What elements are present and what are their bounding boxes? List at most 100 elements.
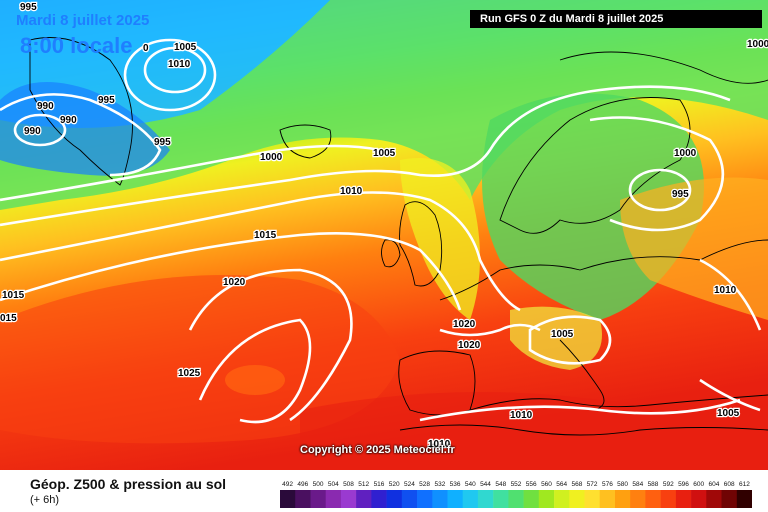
- scale-tick-label: 588: [648, 481, 659, 488]
- scale-swatch: [706, 490, 722, 508]
- isobar-1010: [0, 191, 521, 312]
- isobar-label: 990: [37, 101, 54, 112]
- scale-swatch: [645, 490, 661, 508]
- scale-tick-label: 600: [693, 481, 704, 488]
- scale-swatch: [599, 490, 616, 508]
- isobar-label: 1010: [428, 439, 451, 450]
- scale-swatch: [615, 490, 631, 508]
- scale-swatch: [736, 490, 752, 508]
- isobar-label: 995: [672, 189, 689, 200]
- scale-swatch: [569, 490, 585, 508]
- isobar-1005-europe: [528, 315, 612, 365]
- isobar-1000: [0, 144, 381, 202]
- isobar-label: 015: [0, 313, 17, 324]
- isobar-1005-east: [699, 378, 761, 412]
- scale-swatch: [401, 490, 418, 508]
- scale-tick-label: 584: [632, 481, 643, 488]
- scale-swatch: [691, 490, 707, 508]
- isobar-label: 1025: [178, 368, 201, 379]
- scale-swatch: [417, 490, 433, 508]
- scale-swatch: [630, 490, 646, 508]
- isobar-label: 1010: [714, 285, 737, 296]
- scale-swatch: [310, 490, 326, 508]
- scale-swatch: [660, 490, 677, 508]
- scale-swatch: [523, 490, 540, 508]
- scale-tick-label: 596: [678, 481, 689, 488]
- coast-europe-north: [559, 51, 768, 84]
- zone-high-center: [225, 365, 285, 395]
- scale-tick-label: 608: [724, 481, 735, 488]
- scale-swatch: [386, 490, 403, 508]
- scale-swatch: [356, 490, 372, 508]
- geopotential-color-scale: 492 496 500 504 508 512 516 520 524 528 532 536 540 5…: [280, 481, 752, 508]
- isobar-label: 990: [60, 115, 77, 126]
- isobar-1005: [0, 85, 731, 227]
- isobar-low-990: [13, 113, 67, 147]
- isobar-label: 1000: [260, 152, 283, 163]
- scale-swatch: [721, 490, 737, 508]
- scale-swatch: [371, 490, 387, 508]
- isobar-label: 1010: [340, 186, 363, 197]
- scale-swatch: [584, 490, 600, 508]
- isobar-label: 995: [98, 95, 115, 106]
- scale-tick-label: 504: [328, 481, 339, 488]
- isobar-label: 1000: [674, 148, 697, 159]
- scale-tick-label: 552: [511, 481, 522, 488]
- isobar-label: 1020: [458, 340, 481, 351]
- isobar-1010-east: [699, 258, 762, 331]
- scale-tick-label: 564: [556, 481, 567, 488]
- isobar-1000-baltic: [589, 116, 725, 232]
- isobar-1010-med: [419, 398, 741, 422]
- scale-tick-label: 528: [419, 481, 430, 488]
- scale-tick-label: 576: [602, 481, 613, 488]
- isobar-label: 1005: [551, 329, 574, 340]
- zone-green-north: [0, 0, 768, 210]
- isobar-label: 1010: [168, 59, 191, 70]
- scale-swatch: [432, 490, 448, 508]
- isobar-lines: [0, 38, 762, 424]
- scale-tick-label: 532: [434, 481, 445, 488]
- isobar-label: 1015: [254, 230, 277, 241]
- scale-tick-label: 568: [571, 481, 582, 488]
- isobar-label: 1005: [373, 148, 396, 159]
- isobar-1025: [198, 318, 312, 424]
- coast-africa: [399, 424, 768, 436]
- scale-tick-label: 544: [480, 481, 491, 488]
- isobar-label: 995: [20, 2, 37, 13]
- scale-tick-label: 604: [708, 481, 719, 488]
- forecast-time-title: 8:00 locale: [20, 33, 133, 58]
- scale-tick-label: 548: [495, 481, 506, 488]
- coast-scandinavia: [499, 97, 691, 234]
- scale-swatch: [493, 490, 509, 508]
- isobar-label: 1020: [453, 319, 476, 330]
- scale-swatch: [675, 490, 692, 508]
- isobar-label: 0: [143, 43, 149, 54]
- isobar-1020: [188, 268, 353, 422]
- isobar-label: 1005: [717, 408, 740, 419]
- scale-tick-label: 520: [389, 481, 400, 488]
- scale-tick-label: 536: [450, 481, 461, 488]
- scale-tick-label: 556: [526, 481, 537, 488]
- forecast-date-title: Mardi 8 juillet 2025: [16, 12, 150, 29]
- scale-swatch: [462, 490, 479, 508]
- scale-tick-label: 524: [404, 481, 415, 488]
- model-run-banner: Run GFS 0 Z du Mardi 8 juillet 2025: [470, 10, 762, 28]
- scale-tick-label: 612: [739, 481, 750, 488]
- scale-swatch: [295, 490, 311, 508]
- scale-tick-label: 572: [587, 481, 598, 488]
- coast-mediterranean: [469, 394, 768, 411]
- isobar-1020-east: [439, 323, 541, 337]
- isobar-label: 1010: [510, 410, 533, 421]
- coast-greenland: [29, 37, 133, 186]
- isobar-low-1010: [123, 38, 217, 112]
- scale-tick-label: 540: [465, 481, 476, 488]
- scale-tick-label: 496: [297, 481, 308, 488]
- scale-tick-label: 500: [313, 481, 324, 488]
- scale-tick-label: 492: [282, 481, 293, 488]
- scale-tick-label: 508: [343, 481, 354, 488]
- coast-continent: [439, 239, 768, 301]
- scale-swatch: [554, 490, 570, 508]
- isobar-label: 1015: [2, 290, 25, 301]
- isobar-995-west: [0, 93, 162, 177]
- scale-tick-label: 592: [663, 481, 674, 488]
